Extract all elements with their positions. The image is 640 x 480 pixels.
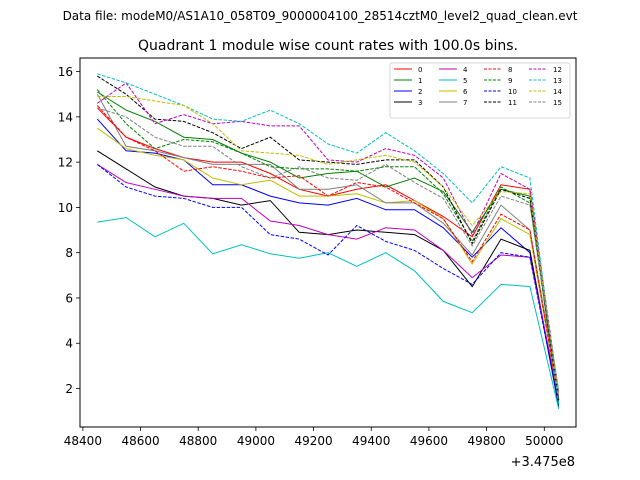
legend-label-10: 10 (508, 88, 517, 96)
legend-label-11: 11 (508, 99, 517, 107)
x-tick-label: 49200 (294, 434, 332, 448)
series-line-10 (96, 164, 560, 405)
legend-label-15: 15 (553, 99, 562, 107)
x-tick-label: 49600 (410, 434, 448, 448)
series-line-9 (96, 89, 560, 400)
series-line-13 (97, 73, 560, 405)
x-tick-label: 48400 (64, 434, 102, 448)
x-tick-label: 48600 (121, 434, 159, 448)
legend-label-13: 13 (553, 77, 562, 85)
series-line-14 (97, 96, 560, 396)
x-tick-label: 49800 (468, 434, 506, 448)
legend-label-9: 9 (508, 77, 512, 85)
series-line-11 (97, 75, 560, 400)
legend-label-7: 7 (463, 99, 467, 107)
series-line-15 (97, 107, 560, 391)
axis-ticks: 48400 48600 48800 49000 49200 49400 49600 49800… (58, 65, 564, 448)
plot-area: 48400 48600 48800 49000 49200 49400 49600 49800… (58, 57, 577, 448)
legend-label-1: 1 (418, 77, 422, 85)
legend-label-3: 3 (418, 99, 422, 107)
y-tick-label: 12 (58, 156, 73, 170)
legend-label-6: 6 (463, 88, 468, 96)
x-offset-label: +3.475e8 (511, 455, 575, 470)
legend-label-2: 2 (418, 88, 422, 96)
series-line-5 (97, 217, 560, 410)
series-line-7 (96, 93, 560, 394)
legend-label-5: 5 (463, 77, 467, 85)
data-file-caption: Data file: modeM0/AS1A10_058T09_90000041… (63, 9, 578, 23)
x-tick-label: 49000 (237, 434, 275, 448)
series-line-4 (97, 163, 560, 398)
legend-label-8: 8 (508, 66, 512, 74)
chart-title: Quadrant 1 module wise count rates with … (138, 38, 518, 54)
x-tick-label: 50000 (525, 434, 563, 448)
y-tick-label: 8 (65, 246, 73, 260)
legend-label-12: 12 (553, 66, 562, 74)
y-tick-label: 16 (58, 65, 73, 79)
x-tick-label: 48800 (179, 434, 217, 448)
y-tick-label: 14 (58, 110, 73, 124)
legend-label-0: 0 (418, 66, 422, 74)
y-tick-label: 4 (65, 337, 73, 351)
legend-box (389, 62, 571, 119)
series-line-8 (96, 105, 560, 400)
legend-label-14: 14 (553, 88, 562, 96)
legend-label-4: 4 (463, 66, 468, 74)
series-line-2 (96, 118, 560, 407)
x-tick-label: 49400 (352, 434, 390, 448)
series-lines (96, 73, 560, 410)
axes-frame (79, 57, 577, 428)
y-tick-label: 6 (65, 291, 73, 305)
y-tick-label: 10 (58, 201, 73, 215)
y-tick-label: 2 (65, 382, 73, 396)
series-line-1 (97, 91, 560, 405)
